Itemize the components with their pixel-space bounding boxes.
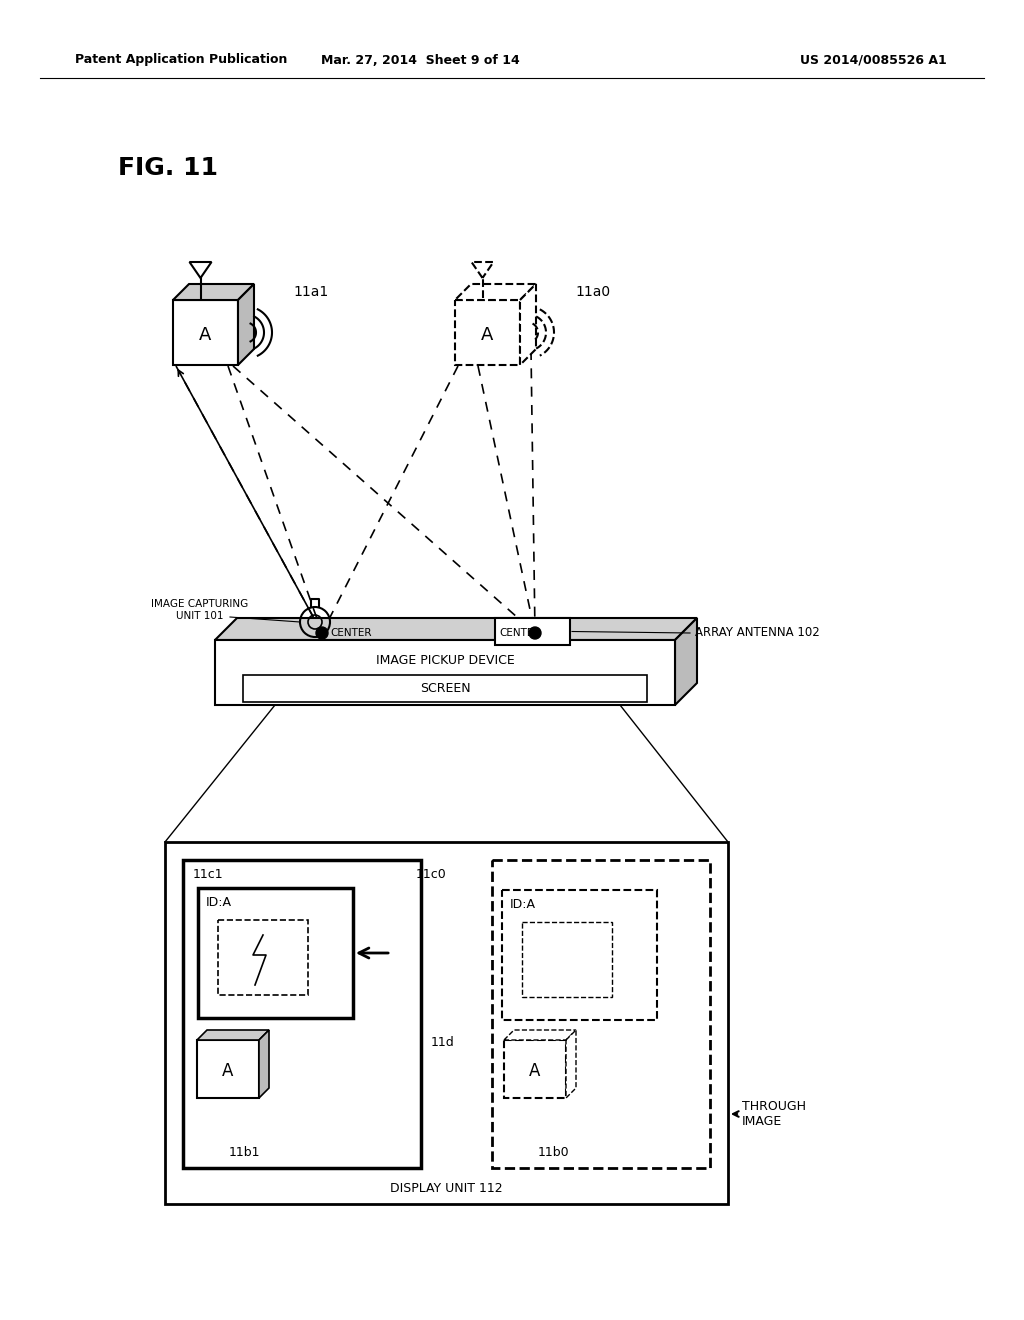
FancyBboxPatch shape	[455, 300, 520, 366]
Polygon shape	[455, 284, 536, 300]
Text: Mar. 27, 2014  Sheet 9 of 14: Mar. 27, 2014 Sheet 9 of 14	[321, 54, 519, 66]
Text: ARRAY ANTENNA 102: ARRAY ANTENNA 102	[695, 627, 820, 639]
Polygon shape	[189, 261, 212, 279]
FancyBboxPatch shape	[173, 300, 238, 366]
Polygon shape	[520, 284, 536, 366]
FancyBboxPatch shape	[243, 675, 647, 702]
Polygon shape	[173, 284, 254, 300]
FancyBboxPatch shape	[165, 842, 728, 1204]
FancyBboxPatch shape	[504, 1040, 566, 1098]
Text: THROUGH
IMAGE: THROUGH IMAGE	[742, 1100, 806, 1129]
Polygon shape	[566, 1030, 575, 1098]
Text: A: A	[481, 326, 494, 343]
Polygon shape	[215, 618, 697, 640]
FancyBboxPatch shape	[218, 920, 308, 995]
Polygon shape	[238, 284, 254, 366]
FancyBboxPatch shape	[215, 640, 675, 705]
Circle shape	[529, 627, 541, 639]
Text: CENTER: CENTER	[499, 628, 541, 638]
Text: ID:A: ID:A	[510, 898, 536, 911]
Text: SCREEN: SCREEN	[420, 682, 470, 696]
Text: 11c1: 11c1	[193, 867, 223, 880]
Polygon shape	[471, 261, 494, 279]
Text: US 2014/0085526 A1: US 2014/0085526 A1	[800, 54, 947, 66]
FancyBboxPatch shape	[495, 618, 570, 645]
Text: DISPLAY UNIT 112: DISPLAY UNIT 112	[390, 1181, 503, 1195]
Text: A: A	[529, 1063, 541, 1080]
Text: A: A	[200, 326, 212, 343]
FancyBboxPatch shape	[492, 861, 710, 1168]
Text: 11d: 11d	[431, 1036, 455, 1049]
Text: 11a0: 11a0	[575, 285, 610, 300]
FancyBboxPatch shape	[198, 888, 353, 1018]
FancyBboxPatch shape	[502, 890, 657, 1020]
FancyBboxPatch shape	[522, 921, 612, 997]
Text: A: A	[222, 1063, 233, 1080]
Polygon shape	[675, 618, 697, 705]
Polygon shape	[197, 1030, 269, 1040]
FancyBboxPatch shape	[183, 861, 421, 1168]
Text: 11a1: 11a1	[293, 285, 329, 300]
FancyBboxPatch shape	[197, 1040, 259, 1098]
Text: Patent Application Publication: Patent Application Publication	[75, 54, 288, 66]
Circle shape	[316, 627, 328, 639]
Text: 11b1: 11b1	[228, 1146, 260, 1159]
Text: 11c0: 11c0	[416, 867, 446, 880]
Polygon shape	[504, 1030, 575, 1040]
Text: IMAGE PICKUP DEVICE: IMAGE PICKUP DEVICE	[376, 653, 514, 667]
Text: CENTER: CENTER	[330, 628, 372, 638]
Polygon shape	[259, 1030, 269, 1098]
Text: 11b0: 11b0	[538, 1146, 568, 1159]
Text: FIG. 11: FIG. 11	[118, 156, 218, 180]
Text: IMAGE CAPTURING
UNIT 101: IMAGE CAPTURING UNIT 101	[152, 599, 249, 620]
Text: ID:A: ID:A	[206, 895, 232, 908]
